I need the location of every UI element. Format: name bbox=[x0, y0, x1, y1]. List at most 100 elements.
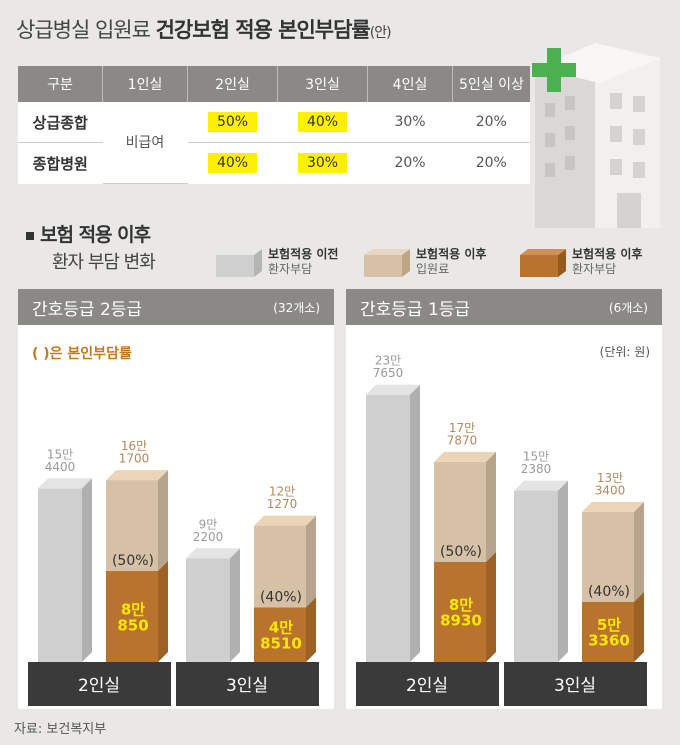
title-suffix: (안) bbox=[369, 25, 392, 41]
legend-sublabel: 입원료 bbox=[416, 262, 450, 276]
table-header: 구분 bbox=[18, 66, 103, 102]
table-header: 1인실 bbox=[102, 66, 188, 102]
bar-before-top bbox=[514, 480, 568, 491]
value-label-before: 23만 7650 bbox=[373, 354, 404, 381]
bar-after-copay-side bbox=[158, 561, 168, 662]
bar-before-side bbox=[558, 480, 568, 662]
value-label-before: 15만 4400 bbox=[45, 447, 76, 474]
brown-block-icon bbox=[520, 249, 566, 277]
bar-after-fee bbox=[254, 525, 306, 608]
category-box bbox=[28, 662, 171, 706]
chart-panel-grade2: 간호등급 2등급 (32개소) ( )은 본인부담률 15만 4400 16만 170… bbox=[18, 289, 334, 709]
bar-after-fee-top bbox=[254, 515, 316, 526]
table-row: 상급종합 비급여 50% 40% 30% 20% bbox=[18, 102, 530, 184]
table-row: 종합병원 40% 30% 20% 20% bbox=[18, 143, 530, 184]
bar-before-side bbox=[230, 548, 240, 662]
rate-note: ( )은 본인부담률 bbox=[32, 346, 132, 362]
value-label-fee: 16만 1700 bbox=[119, 439, 150, 466]
row-label: 종합병원 bbox=[32, 154, 88, 173]
section-title-text: 보험 적용 이후 bbox=[40, 224, 151, 246]
gray-block-icon bbox=[216, 249, 262, 277]
bar-before bbox=[186, 558, 230, 662]
value-label-copay: 5만 3360 bbox=[588, 616, 630, 650]
legend-sublabel: 환자부담 bbox=[268, 262, 313, 276]
bar-after-fee-side bbox=[306, 515, 316, 608]
table-header: 4인실 bbox=[367, 66, 453, 102]
value-label-copay: 8만 850 bbox=[117, 601, 148, 635]
bar-after-fee-side bbox=[486, 451, 496, 562]
non-covered-cell: 비급여 bbox=[102, 102, 188, 184]
bar-after-fee-side bbox=[634, 501, 644, 602]
value-label-fee: 13만 3400 bbox=[595, 471, 626, 498]
row-label: 상급종합 bbox=[18, 102, 103, 143]
tan-block-icon bbox=[364, 249, 410, 277]
chart-panel-grade1: 간호등급 1등급 (6개소) (단위: 원) 23만 7650 17만 7870 (50… bbox=[346, 289, 662, 709]
table-header: 2인실 bbox=[187, 66, 278, 102]
panel-count: (32개소) bbox=[273, 300, 320, 315]
category-label: 3인실 bbox=[226, 676, 268, 696]
highlight-value: 50% bbox=[207, 112, 258, 132]
bar-after-fee-top bbox=[106, 470, 168, 481]
bar-after-copay bbox=[254, 607, 306, 662]
legend-sublabel: 환자부담 bbox=[572, 262, 617, 276]
bar-before-side bbox=[410, 384, 420, 662]
table-cell: 30% bbox=[278, 143, 368, 184]
highlight-value: 30% bbox=[297, 153, 348, 173]
table-cell: 40% bbox=[277, 102, 368, 143]
bar-chart-grade2: 15만 4400 16만 1700 (50%) 8만 850 2인실 9만 2200 12만 1270… bbox=[28, 439, 319, 706]
bar-before bbox=[514, 490, 558, 662]
bar-before bbox=[366, 394, 410, 662]
category-label: 2인실 bbox=[78, 676, 120, 696]
highlight-value: 40% bbox=[207, 153, 258, 173]
category-box bbox=[504, 662, 647, 706]
category-box bbox=[176, 662, 319, 706]
panel-count: (6개소) bbox=[608, 300, 648, 315]
bar-after-fee-top bbox=[582, 501, 644, 512]
rate-label: (40%) bbox=[588, 584, 630, 600]
panel-header: 간호등급 1등급 (6개소) bbox=[346, 289, 662, 325]
hospital-building-icon bbox=[532, 43, 660, 228]
rate-label: (50%) bbox=[440, 544, 482, 560]
rate-label: (40%) bbox=[260, 589, 302, 605]
bar-before-top bbox=[186, 548, 240, 559]
bar-before bbox=[38, 488, 82, 662]
bar-before-top bbox=[38, 478, 92, 489]
value-label-fee: 17만 7870 bbox=[447, 421, 478, 448]
category-label: 2인실 bbox=[406, 676, 448, 696]
source-note: 자료: 보건복지부 bbox=[14, 722, 107, 737]
bar-after-fee-top bbox=[434, 451, 496, 462]
bar-before-side bbox=[82, 478, 92, 662]
title-bold: 건강보험 적용 본인부담률 bbox=[155, 18, 371, 42]
bar-after-copay-side bbox=[306, 597, 316, 662]
bar-chart-grade1: 23만 7650 17만 7870 (50%) 8만 8930 2인실 15만 2380 13만 34… bbox=[356, 354, 647, 706]
legend-item-before: 보험적용 이전 환자부담 bbox=[214, 245, 338, 279]
table-cell: 20% bbox=[394, 155, 426, 171]
table-cell: 40% bbox=[188, 143, 278, 184]
bar-after-copay-side bbox=[634, 591, 644, 662]
bar-after-fee bbox=[582, 511, 634, 602]
bar-after-fee bbox=[434, 461, 486, 562]
value-label-fee: 12만 1270 bbox=[267, 485, 298, 512]
legend-label: 보험적용 이후 bbox=[416, 247, 487, 261]
category-label: 3인실 bbox=[554, 676, 596, 696]
rate-label: (50%) bbox=[112, 553, 154, 569]
table-header: 5인실 이상 bbox=[452, 66, 530, 102]
legend-item-after-copay: 보험적용 이후 환자부담 bbox=[518, 245, 642, 279]
bar-after-copay bbox=[106, 571, 158, 662]
legend-label: 보험적용 이전 bbox=[268, 247, 339, 261]
table-cell: 20% bbox=[475, 155, 507, 171]
panel-title: 간호등급 2등급 bbox=[32, 299, 143, 320]
value-label-before: 9만 2200 bbox=[193, 517, 224, 544]
panel-header: 간호등급 2등급 (32개소) bbox=[18, 289, 334, 325]
bar-after-copay bbox=[582, 601, 634, 662]
value-label-copay: 8만 8930 bbox=[440, 596, 482, 630]
unit-label: (단위: 원) bbox=[599, 345, 650, 359]
table-header: 3인실 bbox=[277, 66, 368, 102]
title-main: 상급병실 입원료 bbox=[16, 18, 151, 42]
bar-after-copay-side bbox=[486, 551, 496, 662]
copay-rate-table: 구분 1인실 2인실 3인실 4인실 5인실 이상 상급종합 비급여 50% 4… bbox=[18, 66, 530, 184]
table-header-row: 구분 1인실 2인실 3인실 4인실 5인실 이상 bbox=[18, 66, 530, 102]
bar-after-fee bbox=[106, 480, 158, 572]
table-cell: 50% bbox=[187, 102, 278, 143]
page-title: 상급병실 입원료 건강보험 적용 본인부담률(안) bbox=[16, 14, 392, 44]
